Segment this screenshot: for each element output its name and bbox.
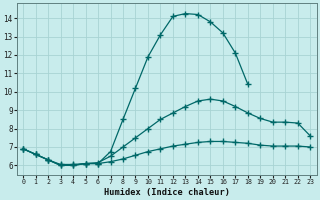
X-axis label: Humidex (Indice chaleur): Humidex (Indice chaleur): [104, 188, 230, 197]
